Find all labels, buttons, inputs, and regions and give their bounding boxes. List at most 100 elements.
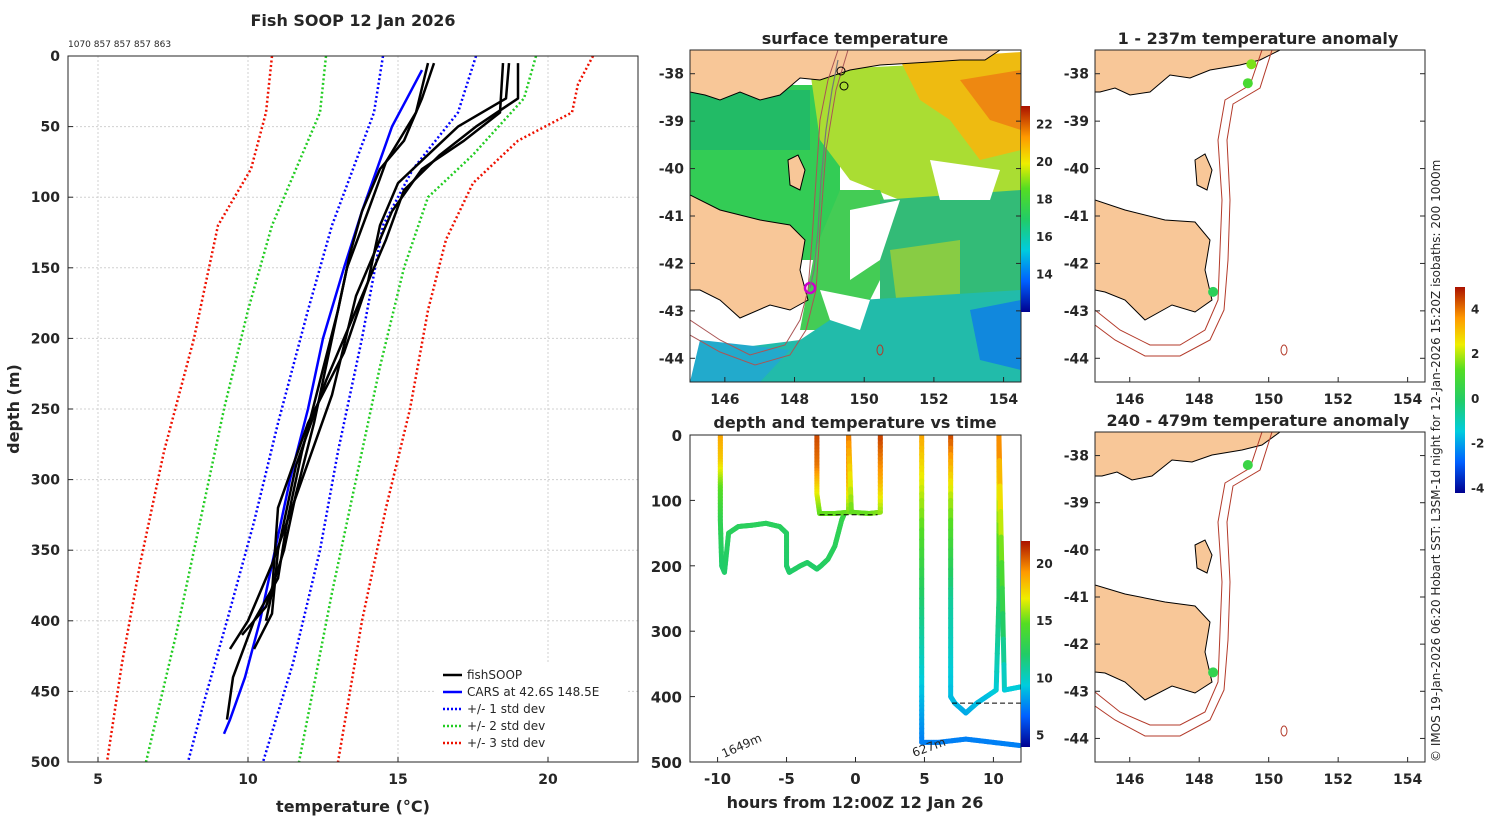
- anom2-isobath-200: [1095, 432, 1263, 726]
- anom1-ytick-label: -44: [1064, 351, 1090, 367]
- anom2-ytick-label: -38: [1064, 449, 1089, 465]
- sst-xtick-label: 146: [710, 392, 739, 408]
- anom1-point-2: [1208, 286, 1219, 297]
- profile-xlabel: temperature (°C): [276, 797, 430, 816]
- profile-xtick-label: 10: [238, 772, 258, 788]
- depthtime-track-3-segment: [996, 435, 1002, 464]
- sst-field-west: [690, 90, 810, 150]
- depthtime-track-3-segment: [997, 483, 1004, 515]
- depthtime-ytick-label: 300: [651, 623, 682, 641]
- anom2-xtick-label: 150: [1254, 772, 1283, 788]
- sst-xtick-label: 154: [989, 392, 1018, 408]
- depthtime-track-3-segment: [998, 534, 1005, 566]
- profile-series-11: [228, 63, 505, 650]
- legend-entry-sd3: +/- 3 std dev: [467, 736, 545, 750]
- profile-ylabel: depth (m): [4, 364, 23, 454]
- sst-ytick-label: -39: [659, 114, 684, 130]
- anom1-panel: 1 - 237m temperature anomaly 146 148 150 15…: [1064, 29, 1426, 408]
- profile-series-7: [225, 62, 436, 720]
- depthtime-axes-frame: [689, 434, 1022, 763]
- anom1-ytick-label: -41: [1064, 209, 1089, 225]
- legend-entry-sd1: +/- 1 std dev: [467, 702, 545, 716]
- depthtime-colorbar-tick-label: 5: [1036, 729, 1044, 743]
- sst-ytick-label: -41: [659, 209, 684, 225]
- anomaly-colorbar-tick-label: 4: [1471, 302, 1479, 316]
- sst-marker-current: [803, 281, 817, 295]
- profile-series-2: [261, 56, 478, 762]
- anom1-ytick-label: -39: [1064, 114, 1089, 130]
- depthtime-ytick-label: 200: [651, 558, 682, 576]
- sst-seamount: [876, 344, 884, 356]
- anomaly-colorbar-ticks: -4 -2 0 2 4: [1471, 302, 1484, 495]
- profile-panel: Fish SOOP 12 Jan 2026 1070 857 857 857 8…: [4, 11, 639, 816]
- depthtime-colorbar-ticks: 5 10 15 20: [1036, 557, 1053, 743]
- sst-marker-north: [836, 66, 846, 76]
- anom1-ytick-label: -40: [1064, 162, 1090, 178]
- sst-field-eac-core: [960, 70, 1021, 130]
- anomaly-colorbar-tick-label: -4: [1471, 482, 1484, 496]
- anom2-map: [1095, 432, 1425, 762]
- anom1-map: [1095, 50, 1425, 382]
- anom2-ytick-label: -44: [1064, 731, 1090, 747]
- side-note: © IMOS 19-Jan-2026 06:20 Hobart SST: L3S…: [1429, 160, 1443, 762]
- sst-cloud-3: [820, 290, 870, 330]
- depthtime-track-3-segment: [996, 458, 1003, 489]
- anom2-ytick-label: -41: [1064, 590, 1089, 606]
- anom1-tasmania: [1095, 199, 1213, 321]
- sst-cloud-2: [930, 160, 1000, 200]
- sst-colorbar-tick-label: 16: [1036, 230, 1053, 244]
- anom1-xtick-label: 148: [1185, 392, 1214, 408]
- sst-ytick-label: -44: [659, 351, 685, 367]
- anom1-mainland: [1095, 50, 1281, 96]
- profile-series-8: [241, 62, 430, 636]
- depthtime-ytick-label: 500: [651, 754, 682, 772]
- anom2-points: [1208, 460, 1253, 678]
- anom2-seamount: [1280, 725, 1288, 737]
- anom2-isobath-1000: [1095, 432, 1273, 737]
- anom2-flinders-island: [1194, 539, 1213, 574]
- depthtime-ytick-label: 400: [651, 689, 682, 707]
- profile-xtick-label: 5: [93, 772, 103, 788]
- sst-ytick-label: -38: [659, 67, 684, 83]
- sst-flinders-island: [787, 154, 806, 191]
- anom1-point-1: [1242, 78, 1253, 89]
- sst-colorbar-tick-label: 22: [1036, 118, 1053, 132]
- legend-entry-fish: fishSOOP: [467, 668, 522, 682]
- profile-series-5: [105, 56, 274, 762]
- profile-grid: [68, 55, 638, 763]
- profile-series-4: [297, 56, 538, 762]
- profile-ytick-label: 150: [31, 261, 60, 277]
- depthtime-ytick-label: 0: [672, 427, 682, 445]
- sst-ticks: 146 148 150 152 154 -38 -39 -40 -41 -42 -43 -44: [659, 67, 1021, 408]
- sst-panel: surface temperature: [659, 29, 1053, 408]
- anomaly-colorbar-tick-label: 2: [1471, 347, 1479, 361]
- anom1-xtick-label: 146: [1115, 392, 1144, 408]
- profile-ytick-label: 500: [31, 755, 60, 771]
- sst-field-cold: [970, 300, 1021, 370]
- profile-series-3: [144, 56, 328, 762]
- depthtime-xtick-label: -10: [704, 770, 731, 788]
- profile-ytick-label: 250: [31, 402, 60, 418]
- depthtime-colorbar-tick-label: 20: [1036, 557, 1053, 571]
- anom1-xtick-label: 150: [1254, 392, 1283, 408]
- depthtime-tracks: [717, 435, 1021, 749]
- anom1-points: [1208, 59, 1257, 297]
- sst-ship-track: [809, 59, 839, 289]
- sst-isobath-200: [690, 50, 839, 356]
- anom2-title: 240 - 479m temperature anomaly: [1107, 411, 1410, 430]
- anom1-title: 1 - 237m temperature anomaly: [1118, 29, 1399, 48]
- depthtime-track-3-segment: [1001, 662, 1007, 693]
- depthtime-track-3-segment: [1000, 611, 1006, 642]
- anom2-xtick-label: 154: [1393, 772, 1422, 788]
- profile-xtick-label: 20: [538, 772, 558, 788]
- depthtime-panel: depth and temperature vs time -10 -5 0 5 100…: [651, 413, 1053, 812]
- sst-xtick-label: 148: [780, 392, 809, 408]
- depthtime-xtick-label: 5: [919, 770, 929, 788]
- legend-entry-cars: CARS at 42.6S 148.5E: [467, 685, 599, 699]
- anomaly-colorbar-tick-label: -2: [1471, 437, 1484, 451]
- anom1-xtick-label: 154: [1393, 392, 1422, 408]
- profile-ytick-label: 100: [31, 190, 60, 206]
